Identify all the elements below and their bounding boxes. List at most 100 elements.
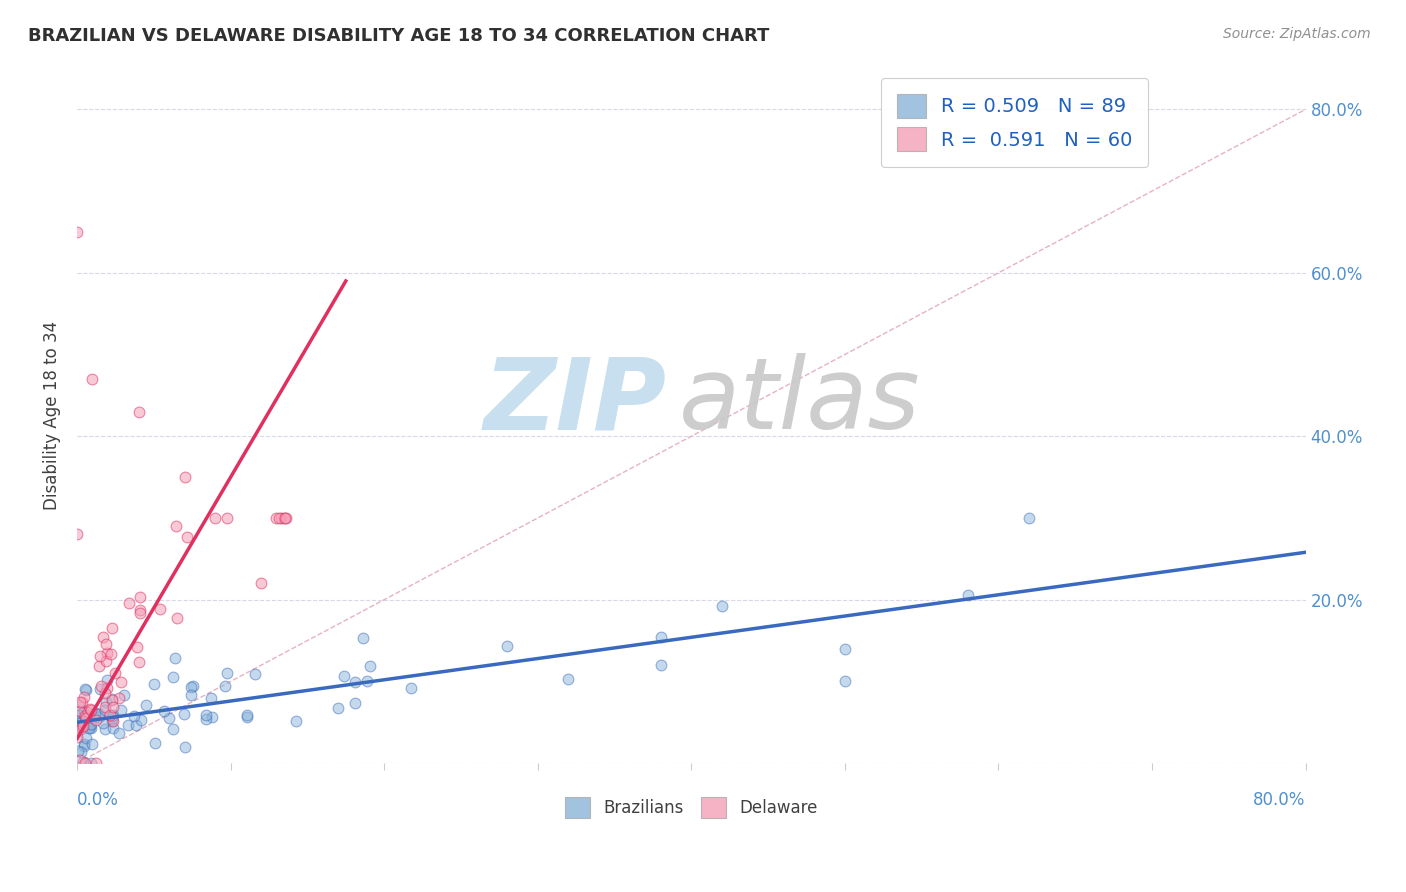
Point xyxy=(87,659,110,673)
Point xyxy=(118,596,141,610)
Point xyxy=(834,674,856,689)
Point xyxy=(173,470,195,484)
Point xyxy=(162,722,184,736)
Point xyxy=(66,730,89,744)
Point xyxy=(96,673,118,687)
Point xyxy=(96,646,118,660)
Point xyxy=(80,703,103,717)
Point xyxy=(333,668,356,682)
Point xyxy=(67,744,90,758)
Point xyxy=(69,753,91,767)
Point xyxy=(128,655,150,669)
Point xyxy=(79,718,101,732)
Point xyxy=(75,708,97,723)
Point xyxy=(359,658,381,673)
Point xyxy=(94,722,117,736)
Point xyxy=(87,710,110,724)
Point xyxy=(176,531,198,545)
Point xyxy=(129,603,152,617)
Point xyxy=(165,518,187,533)
Point xyxy=(1018,511,1040,525)
Point xyxy=(195,712,218,726)
Point xyxy=(93,686,115,700)
Point xyxy=(70,695,93,709)
Point xyxy=(284,714,307,728)
Point xyxy=(73,704,96,718)
Point xyxy=(266,511,288,525)
Text: atlas: atlas xyxy=(679,353,921,450)
Point xyxy=(157,711,180,725)
Point xyxy=(83,706,105,720)
Point xyxy=(67,715,90,730)
Point xyxy=(173,739,195,754)
Point xyxy=(77,721,100,735)
Point xyxy=(101,712,124,726)
Point xyxy=(557,673,579,687)
Point xyxy=(956,588,979,602)
Point xyxy=(82,737,104,751)
Point xyxy=(270,511,292,525)
Point xyxy=(401,681,423,695)
Point xyxy=(72,719,94,733)
Point xyxy=(84,706,107,720)
Point xyxy=(245,667,267,681)
Point xyxy=(173,706,195,721)
Point xyxy=(90,680,112,694)
Point xyxy=(73,690,96,704)
Point xyxy=(181,679,204,693)
Point xyxy=(108,690,131,705)
Point xyxy=(143,677,166,691)
Point xyxy=(834,641,856,656)
Point xyxy=(148,602,170,616)
Point xyxy=(75,711,97,725)
Point xyxy=(129,713,152,727)
Point xyxy=(180,688,202,702)
Point xyxy=(110,703,132,717)
Point xyxy=(73,756,96,771)
Point xyxy=(69,695,91,709)
Point xyxy=(650,630,672,644)
Point xyxy=(80,722,103,736)
Point xyxy=(69,713,91,727)
Point xyxy=(163,651,186,665)
Point xyxy=(328,701,350,715)
Point xyxy=(79,720,101,734)
Point xyxy=(128,405,150,419)
Point xyxy=(101,621,124,635)
Point xyxy=(80,756,103,771)
Point xyxy=(98,707,121,722)
Point xyxy=(75,731,97,745)
Point xyxy=(73,709,96,723)
Point xyxy=(80,716,103,731)
Point xyxy=(101,700,124,714)
Point xyxy=(100,691,122,706)
Point xyxy=(66,225,89,239)
Point xyxy=(100,692,122,706)
Point xyxy=(89,681,111,696)
Point xyxy=(70,720,93,734)
Point xyxy=(82,372,104,386)
Point xyxy=(66,723,89,738)
Point xyxy=(236,710,259,724)
Point xyxy=(127,640,149,654)
Point xyxy=(86,756,108,771)
Point xyxy=(94,694,117,708)
Point xyxy=(194,707,217,722)
Point xyxy=(107,726,129,740)
Point xyxy=(204,511,226,525)
Point xyxy=(69,719,91,733)
Point xyxy=(124,709,146,723)
Point xyxy=(72,739,94,753)
Point xyxy=(94,703,117,717)
Point xyxy=(110,674,132,689)
Point xyxy=(117,718,139,732)
Point xyxy=(66,527,89,541)
Point xyxy=(344,696,367,710)
Point xyxy=(73,711,96,725)
Point xyxy=(91,630,114,644)
Point xyxy=(73,714,96,729)
Point xyxy=(101,709,124,723)
Point xyxy=(72,755,94,769)
Point xyxy=(70,714,93,729)
Point xyxy=(273,511,295,525)
